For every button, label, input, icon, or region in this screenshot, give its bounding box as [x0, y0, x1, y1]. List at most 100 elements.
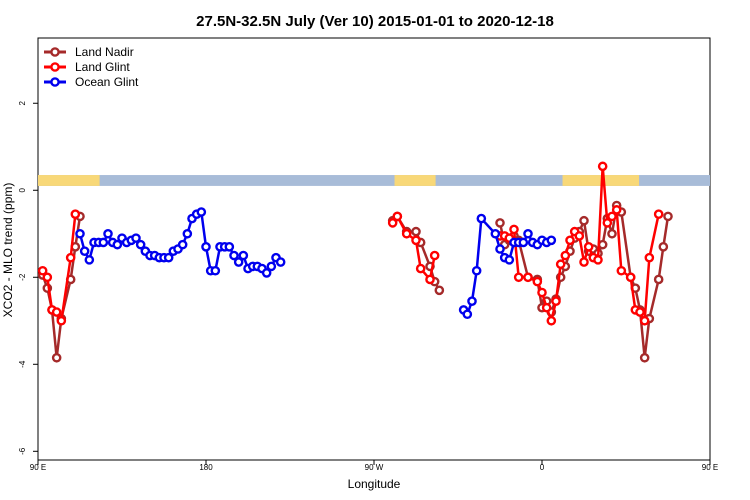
data-point-ocean-glint — [196, 207, 207, 217]
legend-label: Ocean Glint — [75, 75, 139, 89]
data-point-land-glint — [37, 265, 48, 276]
data-point-land-glint — [56, 315, 67, 326]
y-tick-label: -4 — [18, 360, 27, 368]
data-point-ocean-glint — [495, 244, 505, 254]
y-axis: 2 0 -2 -4 -6 — [18, 100, 38, 455]
data-point-ocean-glint — [462, 309, 473, 320]
data-point-ocean-glint — [103, 228, 113, 239]
data-point-ocean-glint — [182, 228, 193, 239]
data-point-land-glint — [425, 274, 435, 285]
data-point-ocean-glint — [266, 261, 277, 272]
data-point-land-nadir — [663, 211, 673, 222]
data-point-land-glint — [415, 263, 426, 274]
data-point-land-glint — [583, 242, 594, 252]
y-tick-label: 0 — [18, 187, 27, 192]
data-point-land-nadir — [495, 218, 505, 228]
chart-title: 27.5N-32.5N July (Ver 10) 2015-01-01 to … — [196, 13, 554, 30]
data-point-land-glint — [579, 257, 589, 267]
series-land-glint — [37, 161, 664, 326]
data-point-ocean-glint — [210, 265, 221, 276]
data-point-land-glint — [560, 250, 571, 261]
series-ocean-glint — [75, 207, 557, 320]
data-point-land-glint — [401, 228, 412, 239]
x-axis: 90 E 180 90 W 0 90 E — [30, 460, 718, 472]
data-point-ocean-glint — [131, 233, 141, 243]
legend-marker — [50, 62, 60, 72]
data-point-land-glint — [611, 205, 622, 215]
data-point-land-glint — [644, 252, 655, 263]
data-point-ocean-glint — [471, 265, 482, 276]
data-point-ocean-glint — [75, 228, 85, 239]
data-point-ocean-glint — [467, 296, 477, 307]
legend-label: Land Glint — [75, 60, 130, 74]
data-point-ocean-glint — [490, 228, 501, 239]
data-point-ocean-glint — [518, 237, 529, 248]
data-point-land-glint — [51, 307, 62, 317]
x-tick-label: 90 E — [702, 463, 718, 472]
data-point-ocean-glint — [177, 239, 188, 250]
data-point-ocean-glint — [201, 242, 211, 252]
series-land-nadir — [37, 200, 673, 363]
ocean-mask — [38, 175, 710, 186]
land-mask-segment — [394, 175, 436, 186]
data-point-ocean-glint — [112, 239, 123, 250]
data-point-land-glint — [546, 315, 557, 326]
data-point-land-glint — [411, 235, 421, 246]
land-mask-segment — [38, 175, 100, 186]
x-tick-label: 90 W — [365, 463, 384, 472]
data-point-land-nadir — [411, 226, 421, 237]
series-line-land-nadir — [498, 204, 670, 360]
data-point-land-glint — [635, 307, 645, 317]
data-point-ocean-glint — [79, 246, 90, 256]
data-point-land-nadir — [658, 242, 669, 252]
data-point-land-glint — [607, 211, 617, 222]
data-point-ocean-glint — [84, 255, 95, 265]
data-point-land-glint — [65, 252, 76, 263]
data-point-land-glint — [429, 250, 440, 261]
y-tick-label: -6 — [18, 447, 27, 455]
data-point-ocean-glint — [504, 255, 515, 265]
data-point-ocean-glint — [476, 213, 487, 224]
data-point-land-nadir — [597, 239, 608, 250]
series-line-land-glint — [41, 214, 77, 323]
data-point-land-nadir — [639, 352, 650, 363]
data-point-ocean-glint — [163, 252, 174, 263]
x-tick-label: 180 — [199, 463, 213, 472]
data-point-land-glint — [639, 315, 650, 326]
data-point-land-glint — [387, 218, 398, 228]
data-point-land-glint — [532, 276, 543, 287]
series-layer — [37, 161, 673, 363]
data-point-ocean-glint — [229, 250, 239, 261]
x-tick-label: 0 — [540, 463, 545, 472]
x-axis-label: Longitude — [348, 477, 401, 491]
data-point-land-glint — [523, 272, 533, 283]
data-point-land-glint — [593, 255, 603, 265]
data-point-land-glint — [653, 209, 664, 219]
data-point-ocean-glint — [523, 228, 533, 239]
data-point-land-nadir — [51, 352, 62, 363]
data-point-land-glint — [392, 211, 403, 222]
data-point-land-glint — [616, 265, 627, 276]
data-point-land-glint — [537, 287, 547, 298]
data-point-ocean-glint — [233, 257, 244, 267]
legend-marker — [50, 77, 60, 87]
data-point-land-glint — [509, 224, 519, 235]
data-point-land-glint — [555, 259, 566, 270]
land-ocean-mask-band — [38, 175, 710, 186]
data-point-land-glint — [565, 235, 575, 246]
data-point-land-nadir — [579, 215, 589, 226]
data-point-ocean-glint — [238, 250, 249, 261]
data-point-land-glint — [541, 302, 552, 313]
data-point-ocean-glint — [98, 237, 109, 248]
data-point-ocean-glint — [275, 257, 286, 267]
data-point-ocean-glint — [135, 239, 146, 250]
y-tick-label: 2 — [18, 100, 27, 105]
data-point-land-glint — [602, 218, 613, 228]
data-point-land-glint — [70, 209, 81, 219]
data-point-land-glint — [42, 272, 53, 283]
y-tick-label: -2 — [18, 273, 27, 281]
data-point-ocean-glint — [261, 268, 272, 278]
data-point-land-nadir — [434, 285, 445, 296]
